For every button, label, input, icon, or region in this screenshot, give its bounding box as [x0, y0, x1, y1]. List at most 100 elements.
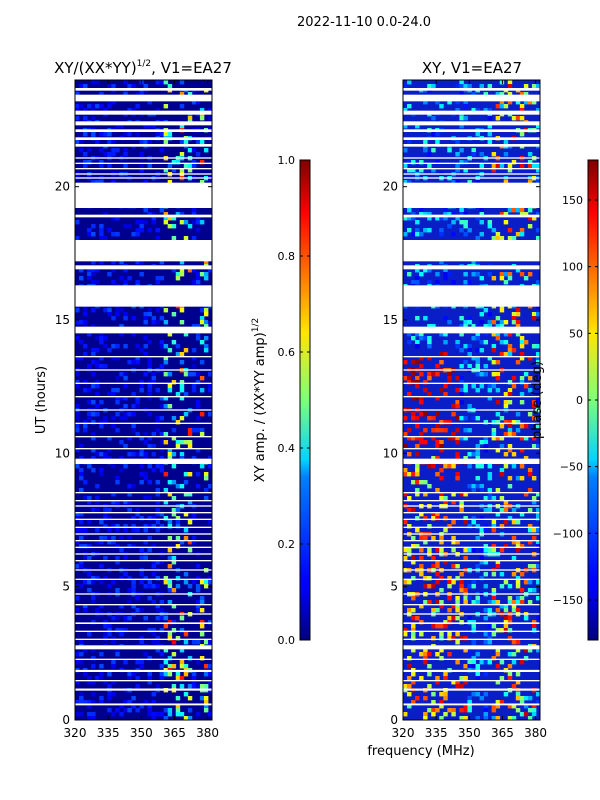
heatmap-cell — [175, 352, 181, 357]
heatmap-cell — [123, 700, 128, 705]
heatmap-cell — [535, 236, 540, 241]
heatmap-cell — [419, 548, 424, 553]
heatmap-cell — [143, 452, 148, 457]
heatmap-cell — [471, 580, 476, 585]
heatmap-cell — [107, 528, 112, 533]
heatmap-cell — [447, 584, 452, 589]
heatmap-cell — [83, 132, 88, 137]
heatmap-cell — [411, 616, 416, 621]
heatmap-cell — [107, 684, 112, 689]
heatmap-cell — [199, 320, 205, 325]
heatmap-cell — [471, 600, 476, 605]
heatmap-cell — [403, 556, 408, 561]
heatmap-cell — [455, 640, 460, 645]
heatmap-cell — [411, 636, 416, 641]
heatmap-cell — [411, 412, 416, 417]
heatmap-cell — [179, 452, 185, 457]
heatmap-cell — [87, 520, 92, 525]
heatmap-cell — [447, 372, 452, 377]
heatmap-cell — [87, 544, 92, 549]
heatmap-cell — [483, 712, 489, 717]
flagged-row — [403, 157, 540, 159]
flagged-row — [403, 680, 540, 682]
heatmap-cell — [459, 716, 464, 720]
heatmap-cell — [195, 228, 201, 233]
heatmap-cell — [75, 236, 80, 241]
heatmap-cell — [179, 260, 185, 265]
heatmap-cell — [115, 148, 120, 153]
heatmap-cell — [491, 168, 497, 173]
heatmap-cell — [419, 356, 424, 361]
heatmap-cell — [199, 388, 205, 393]
colorbar-tick-label: −50 — [560, 461, 583, 474]
heatmap-cell — [455, 376, 460, 381]
heatmap-cell — [527, 356, 533, 361]
y-tick-label: 5 — [390, 580, 398, 594]
heatmap-cell — [475, 524, 480, 529]
heatmap-cell — [503, 212, 509, 217]
heatmap-cell — [135, 220, 140, 225]
heatmap-cell — [111, 464, 116, 469]
heatmap-cell — [435, 652, 440, 657]
heatmap-cell — [511, 536, 517, 541]
heatmap-cell — [107, 392, 112, 397]
heatmap-cell — [163, 404, 169, 409]
heatmap-cell — [175, 420, 181, 425]
heatmap-cell — [511, 208, 517, 213]
heatmap-cell — [499, 424, 505, 429]
heatmap-cell — [75, 404, 80, 409]
heatmap-cell — [191, 680, 197, 685]
heatmap-cell — [79, 660, 84, 665]
flagged-row — [403, 162, 540, 164]
heatmap-cell — [87, 272, 92, 277]
heatmap-cell — [459, 708, 464, 713]
heatmap-cell — [163, 220, 169, 225]
heatmap-cell — [155, 308, 161, 313]
heatmap-cell — [119, 712, 124, 717]
heatmap-cell — [75, 428, 80, 433]
heatmap-cell — [151, 216, 156, 221]
heatmap-cell — [475, 672, 480, 677]
flagged-row — [403, 638, 540, 640]
heatmap-cell — [439, 496, 444, 501]
heatmap-cell — [115, 428, 120, 433]
heatmap-cell — [79, 640, 84, 645]
heatmap-cell — [175, 696, 181, 701]
heatmap-cell — [79, 444, 84, 449]
heatmap-cell — [167, 584, 173, 589]
heatmap-cell — [451, 536, 456, 541]
heatmap-cell — [503, 220, 509, 225]
heatmap-cell — [519, 228, 525, 233]
heatmap-cell — [463, 220, 468, 225]
heatmap-cell — [75, 116, 80, 121]
heatmap-cell — [495, 104, 501, 109]
heatmap-cell — [455, 604, 460, 609]
heatmap-cell — [427, 268, 432, 273]
heatmap-cell — [419, 480, 424, 485]
heatmap-cell — [103, 524, 108, 529]
heatmap-cell — [203, 708, 209, 713]
heatmap-cell — [155, 276, 161, 281]
heatmap-cell — [91, 280, 96, 285]
heatmap-cell — [111, 524, 116, 529]
heatmap-cell — [163, 372, 169, 377]
heatmap-cell — [511, 652, 517, 657]
heatmap-cell — [159, 600, 165, 605]
heatmap-cell — [135, 360, 140, 365]
heatmap-cell — [415, 452, 420, 457]
heatmap-cell — [195, 576, 201, 581]
heatmap-cell — [495, 648, 501, 653]
heatmap-cell — [439, 468, 444, 473]
heatmap-cell — [183, 332, 189, 337]
heatmap-cell — [135, 232, 140, 237]
heatmap-cell — [139, 220, 144, 225]
heatmap-cell — [143, 472, 148, 477]
heatmap-cell — [411, 160, 416, 165]
heatmap-cell — [83, 312, 88, 317]
heatmap-cell — [131, 588, 136, 593]
heatmap-cell — [183, 672, 189, 677]
heatmap-cell — [171, 652, 177, 657]
flagged-row — [75, 658, 212, 660]
heatmap-cell — [107, 140, 112, 145]
heatmap-cell — [171, 452, 177, 457]
